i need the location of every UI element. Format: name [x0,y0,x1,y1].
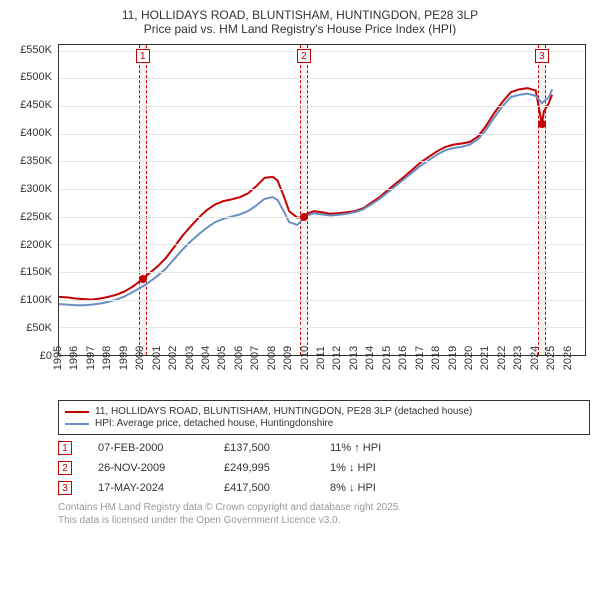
x-tick-label: 2022 [496,346,508,370]
footer: Contains HM Land Registry data © Crown c… [58,501,590,527]
series-price_paid [59,88,552,299]
legend-row: 11, HOLLIDAYS ROAD, BLUNTISHAM, HUNTINGD… [65,406,583,417]
sale-number-box: 2 [58,461,72,475]
y-tick-label: £550K [10,44,52,56]
x-tick-label: 2011 [315,346,327,370]
legend-swatch [65,411,89,413]
x-tick-label: 2024 [529,346,541,370]
x-tick-label: 1999 [118,346,130,370]
sale-delta: 8% ↓ HPI [330,482,410,494]
y-tick-label: £150K [10,266,52,278]
y-tick-label: £500K [10,71,52,83]
sale-row: 2 26-NOV-2009 £249,995 1% ↓ HPI [58,461,590,475]
x-tick-label: 2004 [200,346,212,370]
y-tick-label: £100K [10,294,52,306]
plot-area: 1 2 3 [58,44,586,356]
x-tick-label: 2002 [167,346,179,370]
y-axis: £0£50K£100K£150K£200K£250K£300K£350K£400… [10,44,56,356]
x-tick-label: 2019 [447,346,459,370]
gridline [59,161,585,162]
chart: £0 £50K £100K £150K £200K £250K £300K £350K £400… [10,44,590,394]
x-tick-label: 1997 [85,346,97,370]
sale-delta: 1% ↓ HPI [330,462,410,474]
x-tick-label: 2015 [381,346,393,370]
footer-line2: This data is licensed under the Open Gov… [58,514,590,527]
y-tick-label: £0 [10,350,52,362]
x-tick-label: 2000 [134,346,146,370]
y-tick-label: £350K [10,155,52,167]
x-tick-label: 2026 [562,346,574,370]
x-tick-label: 2003 [184,346,196,370]
chart-title: 11, HOLLIDAYS ROAD, BLUNTISHAM, HUNTINGD… [0,0,600,40]
legend-row: HPI: Average price, detached house, Hunt… [65,418,583,429]
gridline [59,189,585,190]
legend: 11, HOLLIDAYS ROAD, BLUNTISHAM, HUNTINGD… [58,400,590,435]
sale-row: 3 17-MAY-2024 £417,500 8% ↓ HPI [58,481,590,495]
x-tick-label: 2021 [479,346,491,370]
gridline [59,272,585,273]
gridline [59,300,585,301]
y-tick-label: £50K [10,322,52,334]
gridline [59,106,585,107]
sale-price: £249,995 [224,462,304,474]
sale-price: £137,500 [224,442,304,454]
gridline [59,217,585,218]
x-tick-label: 2010 [299,346,311,370]
y-tick-label: £400K [10,127,52,139]
x-tick-label: 1998 [101,346,113,370]
legend-swatch [65,423,89,425]
sale-number-box: 3 [58,481,72,495]
x-tick-label: 2016 [397,346,409,370]
sale-date: 26-NOV-2009 [98,462,198,474]
sale-dot [538,120,546,128]
x-tick-label: 2020 [463,346,475,370]
title-line2: Price paid vs. HM Land Registry's House … [10,22,590,36]
gridline [59,134,585,135]
x-tick-label: 2007 [249,346,261,370]
x-tick-label: 1996 [68,346,80,370]
y-tick-label: £200K [10,239,52,251]
x-tick-label: 2008 [266,346,278,370]
sale-marker-number: 3 [535,49,549,63]
sales-table: 1 07-FEB-2000 £137,500 11% ↑ HPI 2 26-NOV-200… [58,441,590,495]
sale-row: 1 07-FEB-2000 £137,500 11% ↑ HPI [58,441,590,455]
sale-dot [139,275,147,283]
gridline [59,327,585,328]
y-tick-label: £450K [10,99,52,111]
x-tick-label: 2001 [151,346,163,370]
y-tick-label: £250K [10,211,52,223]
sale-date: 07-FEB-2000 [98,442,198,454]
sale-delta: 11% ↑ HPI [330,442,410,454]
x-tick-label: 2009 [282,346,294,370]
gridline [59,244,585,245]
x-tick-label: 2018 [430,346,442,370]
x-tick-label: 2013 [348,346,360,370]
x-tick-label: 2005 [216,346,228,370]
sale-marker-number: 1 [136,49,150,63]
footer-line1: Contains HM Land Registry data © Crown c… [58,501,590,514]
legend-label: HPI: Average price, detached house, Hunt… [95,418,333,429]
chart-lines [59,45,585,355]
x-tick-label: 2023 [512,346,524,370]
x-tick-label: 2025 [545,346,557,370]
sale-marker-number: 2 [297,49,311,63]
title-line1: 11, HOLLIDAYS ROAD, BLUNTISHAM, HUNTINGD… [10,8,590,22]
x-tick-label: 2014 [364,346,376,370]
y-tick-label: £300K [10,183,52,195]
x-tick-label: 2006 [233,346,245,370]
x-tick-label: 2012 [331,346,343,370]
x-axis: 1995199619971998199920002001200220032004… [58,356,586,394]
sale-price: £417,500 [224,482,304,494]
x-tick-label: 1995 [52,346,64,370]
sale-dot [300,213,308,221]
sale-number-box: 1 [58,441,72,455]
legend-label: 11, HOLLIDAYS ROAD, BLUNTISHAM, HUNTINGD… [95,406,472,417]
x-tick-label: 2017 [414,346,426,370]
sale-date: 17-MAY-2024 [98,482,198,494]
gridline [59,78,585,79]
